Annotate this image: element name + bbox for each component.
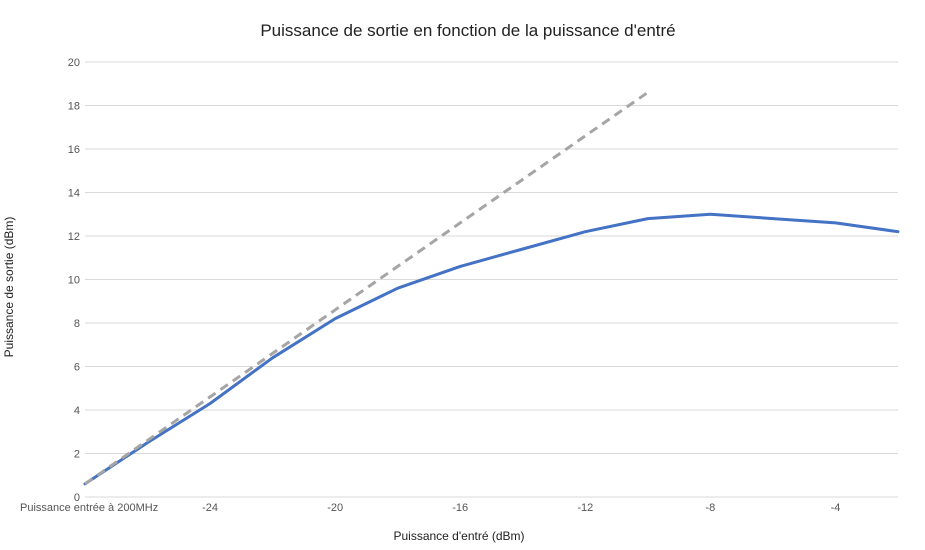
gridlines — [85, 61, 898, 498]
x-tick-label: Puissance entrée à 200MHz — [20, 502, 158, 514]
y-tick-label: 2 — [74, 449, 80, 461]
y-tick-label: 18 — [68, 101, 80, 113]
y-tick-label: 14 — [68, 188, 80, 200]
x-tick-label: -20 — [327, 502, 343, 514]
x-tick-label: -24 — [202, 502, 218, 514]
y-tick-label: 10 — [68, 275, 80, 287]
series-line-dashed — [84, 91, 649, 486]
y-tick-label: 16 — [68, 144, 80, 156]
x-tick-label: -16 — [452, 502, 468, 514]
y-tick-labels: 0 2 4 6 8 10 12 14 16 18 20 — [68, 57, 80, 504]
y-tick-label: 4 — [74, 405, 80, 417]
x-tick-labels: Puissance entrée à 200MHz -24 -20 -16 -12 -8 -… — [20, 502, 840, 514]
y-tick-label: 0 — [74, 492, 80, 504]
y-axis-label: Puissance de sortie (dBm) — [2, 217, 16, 358]
y-tick-label: 12 — [68, 231, 80, 243]
y-tick-label: 8 — [74, 318, 80, 330]
x-axis-label: Puissance d'entré (dBm) — [393, 529, 524, 543]
chart-title: Puissance de sortie en fonction de la pu… — [260, 21, 675, 40]
x-tick-label: -8 — [705, 502, 715, 514]
y-tick-label: 6 — [74, 362, 80, 374]
y-tick-label: 20 — [68, 57, 80, 69]
x-tick-label: -4 — [831, 502, 841, 514]
x-tick-label: -12 — [577, 502, 593, 514]
series-line-solid — [83, 212, 900, 486]
series-lines — [83, 91, 900, 486]
